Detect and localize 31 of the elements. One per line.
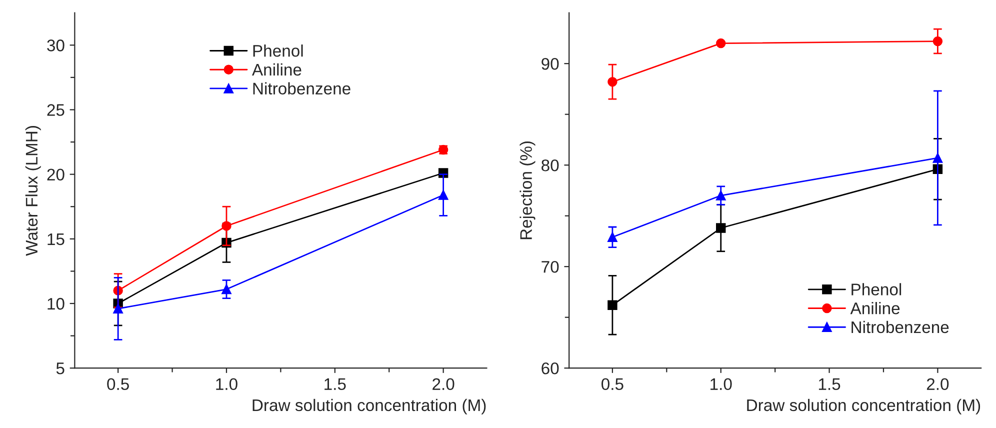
point [716,38,726,48]
x-axis-title: Draw solution concentration (M) [252,398,486,414]
x-tick-label: 2.0 [926,378,949,390]
x-tick-label: 1.0 [710,378,732,390]
x-tick-label: 0.5 [602,378,624,390]
legend-label: Nitrobenzene [852,320,949,334]
y-tick-label: 60 [542,362,559,374]
y-tick-label: 5 [56,362,64,374]
legend-label: Phenol [253,44,303,57]
y-tick-label: 15 [48,233,64,246]
y-tick-label: 10 [48,298,64,310]
y-axis-title: Rejection (%) [520,141,536,240]
x-tick-label: 1.5 [818,378,840,390]
legend-label: Phenol [852,283,902,296]
y-tick-label: 20 [47,168,64,181]
legend-label: Aniline [850,302,900,314]
y-tick-label: 70 [542,260,559,273]
point [608,300,618,310]
y-tick-label: 80 [542,159,559,172]
x-tick-label: 0.5 [107,378,129,390]
y-tick-label: 25 [47,104,64,116]
x-axis-title: Draw solution concentration (M) [747,398,980,414]
y-tick-label: 30 [47,40,64,52]
legend-label: Aniline [252,63,302,76]
y-tick-label: 90 [542,58,559,70]
x-tick-label: 1.5 [324,378,346,390]
x-tick-label: 2.0 [432,378,454,390]
y-axis-title: Water Flux (LMH) [25,126,41,256]
legend-label: Nitrobenzene [253,82,350,94]
x-tick-label: 1.0 [216,378,238,390]
point [222,221,232,231]
